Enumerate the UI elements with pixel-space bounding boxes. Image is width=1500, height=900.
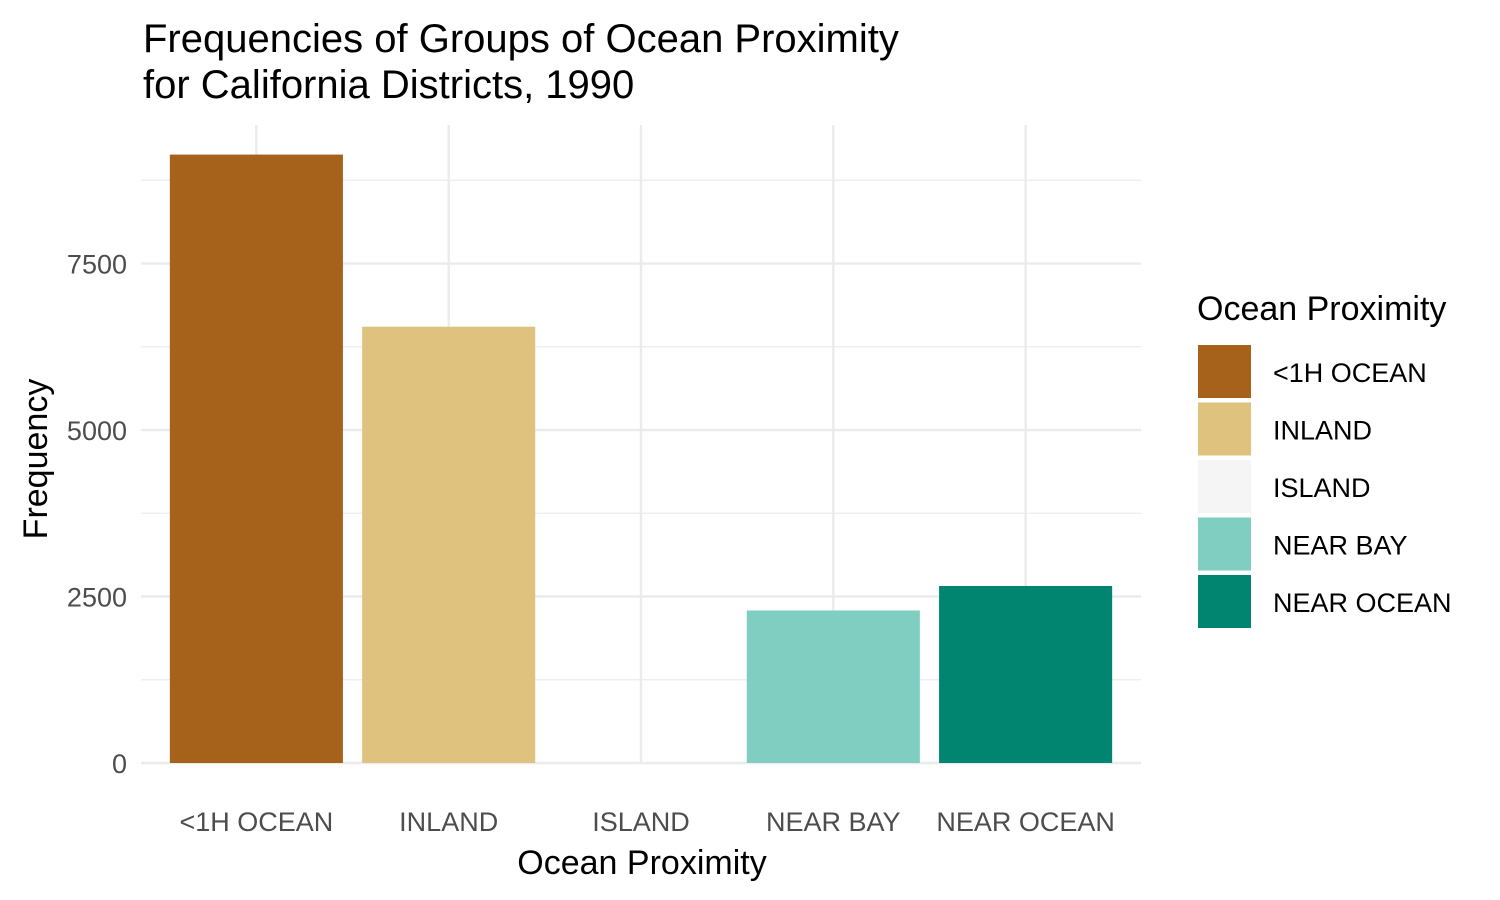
y-tick-label: 7500 <box>67 250 127 280</box>
x-tick-label: ISLAND <box>592 807 690 837</box>
legend: Ocean Proximity <1H OCEAN INLAND ISLAND NEA… <box>1197 290 1452 628</box>
bar-near-ocean <box>939 585 1113 763</box>
legend-label: NEAR OCEAN <box>1273 588 1452 618</box>
chart-title-line-1: Frequencies of Groups of Ocean Proximity <box>143 17 899 61</box>
y-tick-label: 0 <box>112 749 127 779</box>
legend-swatch <box>1198 345 1251 398</box>
y-axis-title: Frequency <box>17 379 55 540</box>
bar-inland <box>362 326 536 763</box>
x-axis-title: Ocean Proximity <box>517 844 766 882</box>
chart-title-line-2: for California Districts, 1990 <box>143 63 634 107</box>
legend-swatch <box>1198 402 1251 456</box>
bar-near-bay <box>746 610 920 763</box>
x-tick-label: NEAR OCEAN <box>936 807 1115 837</box>
bar-1h-ocean <box>169 154 343 764</box>
y-tick-label: 5000 <box>67 416 127 446</box>
x-tick-label: <1H OCEAN <box>179 807 333 837</box>
y-axis-ticks: 0 2500 5000 7500 <box>67 250 127 779</box>
legend-label: ISLAND <box>1273 473 1371 503</box>
legend-items: <1H OCEAN INLAND ISLAND NEAR BAY NEAR OCEAN <box>1198 345 1452 628</box>
legend-label: NEAR BAY <box>1273 531 1408 561</box>
chart-title: Frequencies of Groups of Ocean Proximity… <box>143 17 899 107</box>
plot-bars <box>169 154 1113 764</box>
y-tick-label: 2500 <box>67 583 127 613</box>
x-axis-ticks: <1H OCEAN INLAND ISLAND NEAR BAY NEAR OCEAN <box>179 807 1114 837</box>
legend-swatch <box>1198 460 1251 513</box>
legend-swatch <box>1198 517 1251 571</box>
x-tick-label: NEAR BAY <box>766 807 901 837</box>
legend-label: <1H OCEAN <box>1273 358 1427 388</box>
x-tick-label: INLAND <box>399 807 498 837</box>
legend-title: Ocean Proximity <box>1197 290 1446 328</box>
legend-swatch <box>1198 575 1251 628</box>
legend-label: INLAND <box>1273 416 1372 446</box>
